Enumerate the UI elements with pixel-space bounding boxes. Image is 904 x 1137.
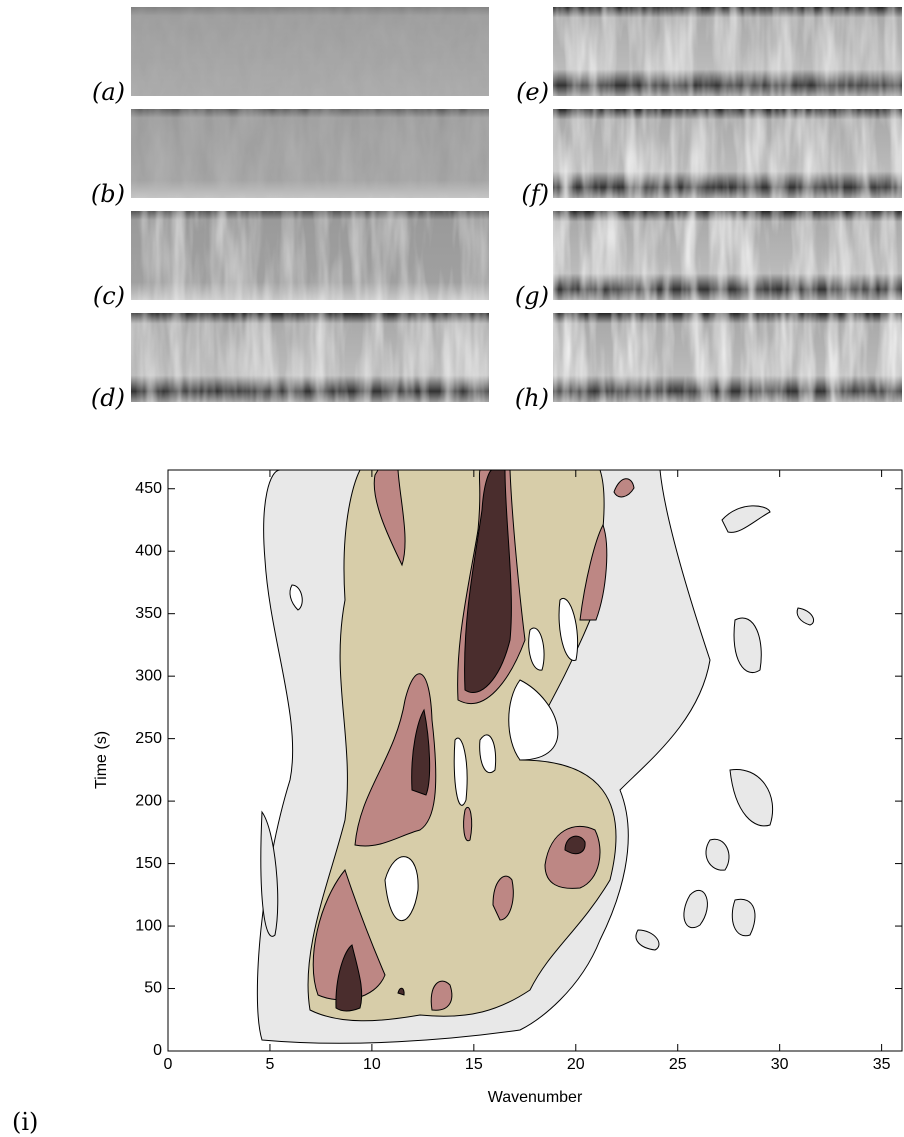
panel-label: (a) <box>92 78 125 106</box>
panel <box>553 313 902 402</box>
y-tick-label: 250 <box>135 730 162 747</box>
plot-frame <box>167 469 903 1052</box>
x-tick-label: 10 <box>363 1056 381 1073</box>
y-tick-label: 150 <box>135 855 162 872</box>
y-tick-label: 100 <box>135 917 162 934</box>
panel <box>131 7 489 96</box>
panel <box>131 109 489 198</box>
panels <box>131 7 902 402</box>
y-tick-label: 200 <box>135 792 162 809</box>
panel-label: (g) <box>515 282 549 310</box>
x-tick-label: 30 <box>771 1056 789 1073</box>
panel-label: (d) <box>91 384 125 412</box>
panel <box>553 109 902 198</box>
y-axis-label: Time (s) <box>93 731 110 789</box>
x-axis-label: Wavenumber <box>488 1089 583 1106</box>
y-tick-label: 400 <box>135 542 162 559</box>
x-tick-label: 0 <box>164 1056 173 1073</box>
y-tick-label: 450 <box>135 480 162 497</box>
panel-label: (i) <box>12 1108 38 1136</box>
y-tick-label: 50 <box>144 980 162 997</box>
x-tick-label: 15 <box>465 1056 483 1073</box>
panel-label: (h) <box>515 384 549 412</box>
panel-label: (e) <box>516 78 549 106</box>
x-tick-label: 20 <box>567 1056 585 1073</box>
x-tick-label: 35 <box>873 1056 891 1073</box>
panel-label: (f) <box>521 180 549 208</box>
panel <box>131 313 489 402</box>
y-tick-label: 0 <box>153 1042 162 1059</box>
panel <box>131 211 489 300</box>
panel-label: (b) <box>91 180 125 208</box>
y-tick-label: 350 <box>135 605 162 622</box>
panel-label: (c) <box>93 282 125 310</box>
x-tick-label: 25 <box>669 1056 687 1073</box>
contours <box>256 469 814 1044</box>
panel <box>553 211 902 300</box>
x-tick-label: 5 <box>265 1056 274 1073</box>
y-tick-label: 300 <box>135 667 162 684</box>
panel <box>553 7 902 96</box>
